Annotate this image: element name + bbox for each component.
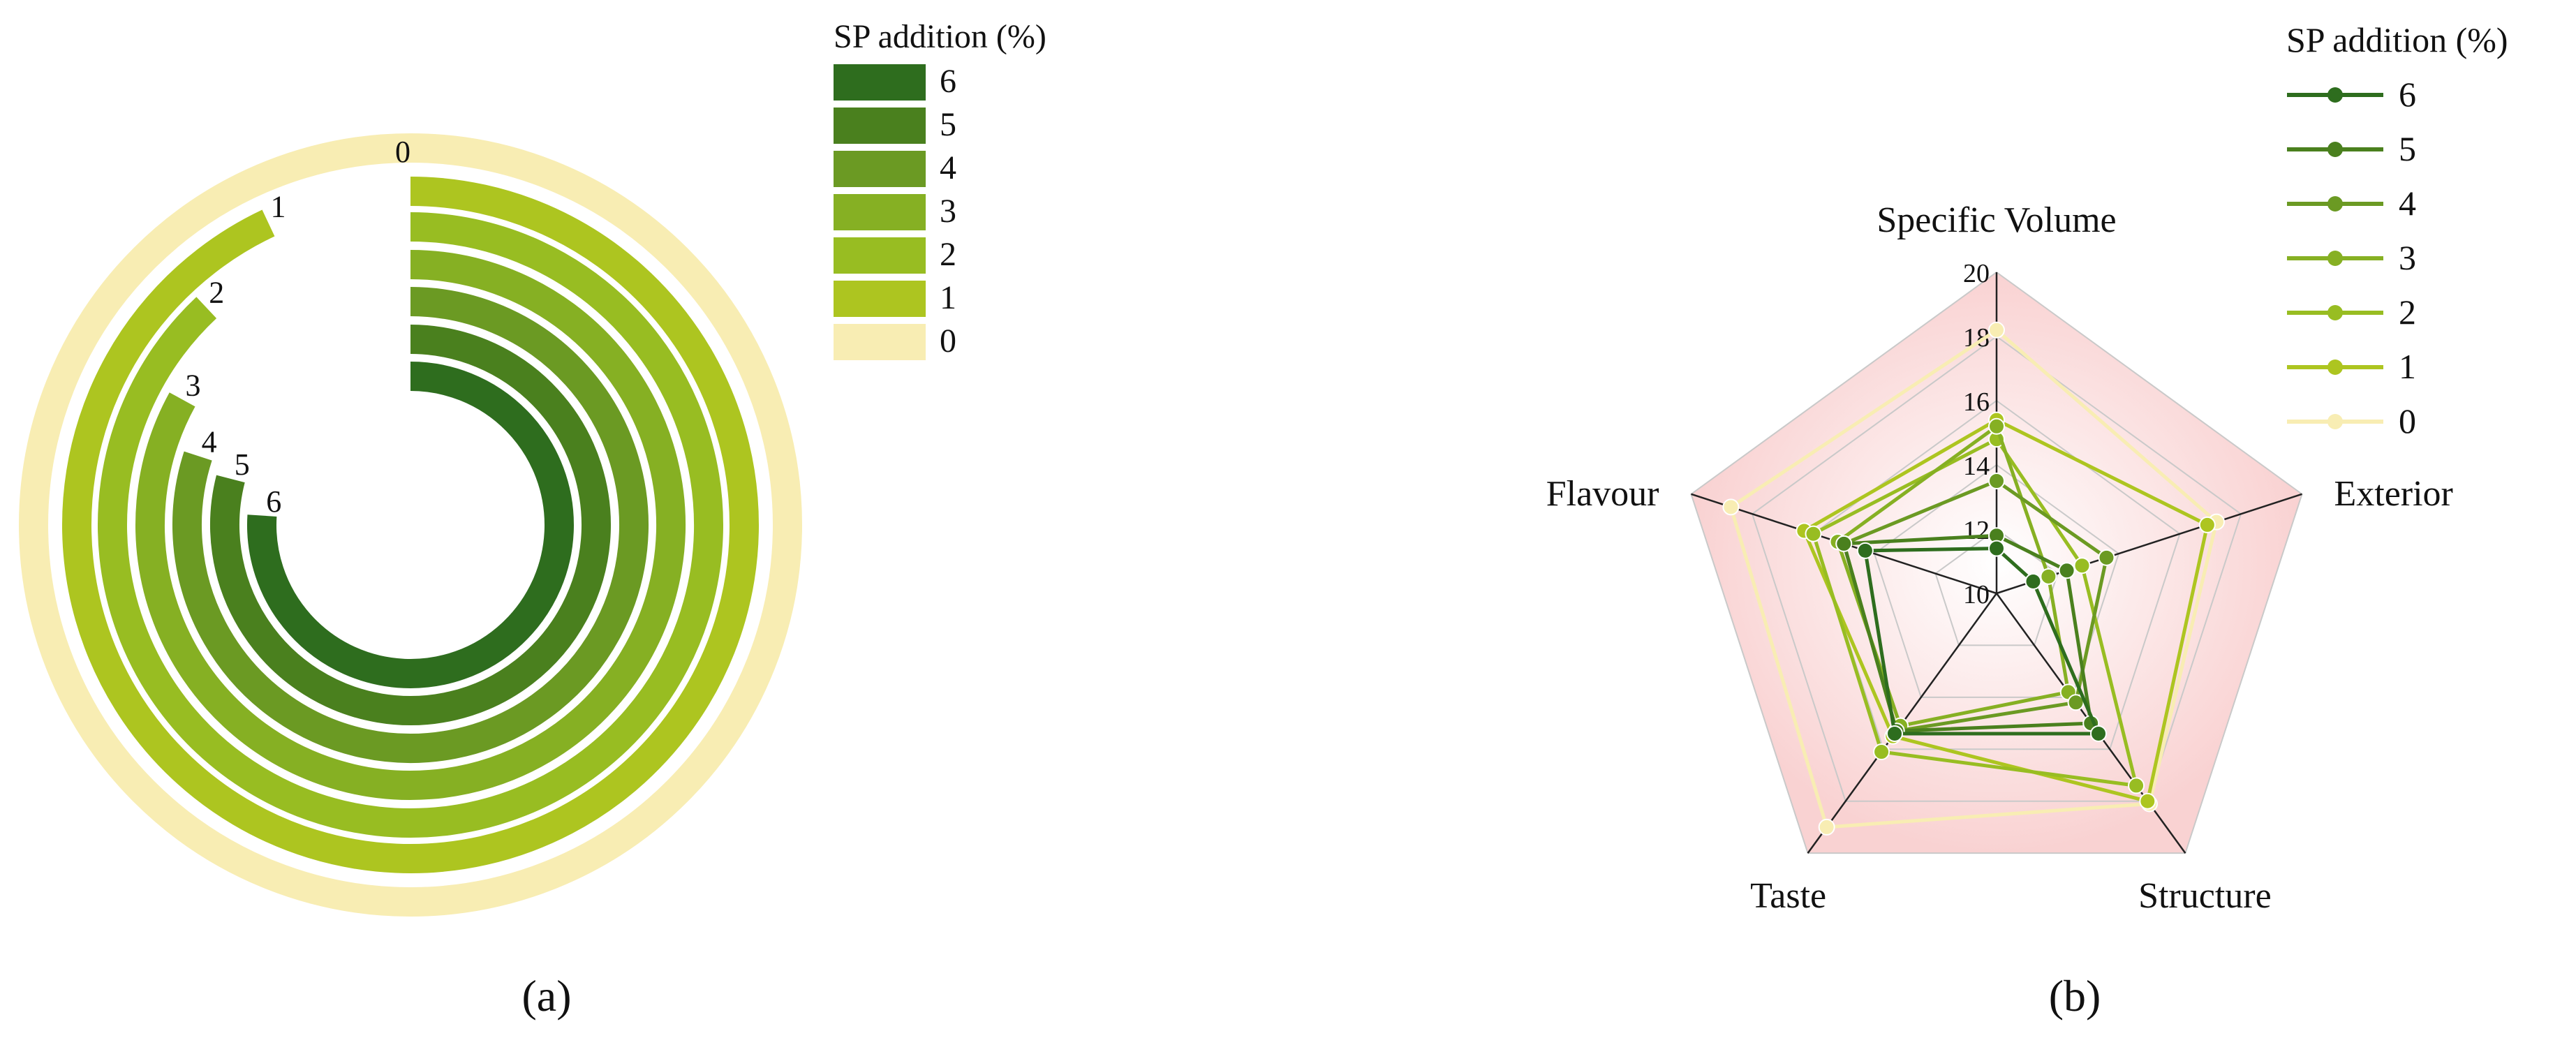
radial-bar-label-2: 2 — [209, 275, 224, 309]
legend-a-swatch-5 — [834, 108, 926, 144]
legend-a-label-6: 6 — [940, 63, 956, 100]
radar-point-3 — [2040, 568, 2057, 585]
radar-point-2 — [2128, 777, 2145, 794]
radar-axis-labels: Specific Volume Exterior Structure Taste Fla… — [1546, 200, 2453, 916]
radial-bar-3 — [135, 250, 686, 800]
radar-tick-label: 20 — [1963, 259, 1990, 288]
legend-b-marker-1 — [2327, 360, 2343, 375]
legend-b-label-3: 3 — [2399, 238, 2416, 277]
panel-label-a: (a) — [521, 971, 571, 1021]
legend-b-marker-4 — [2327, 196, 2343, 212]
legend-b-marker-2 — [2327, 305, 2343, 320]
legend-a-label-3: 3 — [940, 193, 956, 230]
legend-a-label-5: 5 — [940, 106, 956, 143]
radar-axis-label: Flavour — [1546, 474, 1659, 514]
radar-grid-ring — [1934, 528, 2059, 646]
radial-bars — [19, 133, 802, 917]
legend-a-swatch-3 — [834, 194, 926, 230]
legend-b-label-0: 0 — [2399, 401, 2416, 440]
radar-series-5 — [1835, 527, 2100, 740]
legend-a-swatch-0 — [834, 324, 926, 360]
radar-tick-label: 12 — [1963, 516, 1990, 545]
legend-a-swatch-4 — [834, 151, 926, 187]
radar-series — [1722, 321, 2225, 836]
radar-point-2 — [2073, 557, 2091, 575]
legend-a-label-0: 0 — [940, 323, 956, 360]
legend-a: SP addition (%) 6 5 4 3 2 1 0 — [834, 18, 1046, 360]
radar-point-2 — [1805, 525, 1822, 542]
radar-point-0 — [1988, 321, 2005, 339]
legend-a-swatch-1 — [834, 281, 926, 317]
radial-bar-4 — [172, 287, 649, 763]
legend-b-label-4: 4 — [2399, 184, 2416, 223]
radar-point-4 — [2098, 549, 2115, 566]
legend-b-label-1: 1 — [2399, 347, 2416, 386]
radar-grid-ring — [1873, 464, 2120, 698]
radar-point-5 — [2058, 562, 2075, 579]
radial-bar-5 — [210, 325, 611, 725]
legend-a-swatch-6 — [834, 64, 926, 101]
radar-point-1 — [2198, 516, 2216, 533]
radar-series-2 — [1805, 431, 2145, 794]
legend-b-title: SP addition (%) — [2286, 20, 2508, 59]
radar-point-6 — [2090, 725, 2108, 742]
legend-b-marker-3 — [2327, 251, 2343, 266]
radar-point-5 — [1835, 535, 1853, 552]
radar-line-4 — [1842, 479, 2108, 733]
radial-bar-0 — [19, 133, 802, 917]
radar-point-3 — [1988, 417, 2005, 435]
radial-bar-6 — [247, 362, 574, 688]
radial-bar-label-5: 5 — [235, 447, 250, 482]
legend-a-swatch-2 — [834, 237, 926, 274]
radar-point-0 — [1722, 498, 1740, 516]
legend-b-marker-5 — [2327, 142, 2343, 157]
legend-b-marker-6 — [2327, 87, 2343, 103]
radar-point-6 — [2024, 572, 2042, 590]
legend-b: SP addition (%) 6 5 4 3 2 1 0 — [2286, 20, 2508, 440]
radial-bar-label-0: 0 — [395, 135, 410, 169]
radar-series-6 — [1856, 540, 2108, 742]
legend-a-label-1: 1 — [940, 279, 956, 316]
radar-grid-ring — [1751, 335, 2242, 802]
radar-axis-label: Specific Volume — [1877, 200, 2116, 240]
radial-bar-label-3: 3 — [185, 368, 200, 402]
panel-label-b: (b) — [2049, 971, 2101, 1021]
radar-point-2 — [1873, 743, 1890, 761]
legend-a-label-2: 2 — [940, 236, 956, 273]
radar-point-6 — [1886, 725, 1903, 742]
radial-bar-1 — [62, 177, 759, 873]
radial-bar-label-1: 1 — [271, 189, 286, 223]
radar-point-4 — [1988, 473, 2005, 489]
radar-point-1 — [2139, 792, 2156, 810]
radar-axis-label: Taste — [1750, 876, 1826, 916]
legend-a-title: SP addition (%) — [834, 18, 1046, 55]
legend-a-label-4: 4 — [940, 149, 956, 186]
legend-b-label-6: 6 — [2399, 75, 2416, 114]
radial-bar-label-6: 6 — [266, 484, 281, 519]
radar-tick-label: 16 — [1963, 387, 1990, 417]
radar-line-3 — [1836, 424, 2071, 728]
radar-line-0 — [1729, 328, 2219, 829]
legend-b-label-5: 5 — [2399, 129, 2416, 168]
radar-axis-label: Structure — [2138, 876, 2272, 916]
radar-grid-ring — [1812, 399, 2181, 750]
radar-point-6 — [1856, 542, 1874, 559]
radar-grid-ring — [1690, 271, 2303, 854]
radar-tick-label: 10 — [1963, 580, 1990, 609]
radial-bar-2 — [98, 212, 723, 838]
legend-b-marker-0 — [2327, 414, 2343, 429]
legend-b-label-2: 2 — [2399, 292, 2416, 332]
radar-point-0 — [1818, 818, 1835, 836]
radar-line-2 — [1812, 437, 2138, 787]
radar-axis-label: Exterior — [2334, 474, 2452, 514]
radar-line-5 — [1842, 533, 2093, 733]
radar-tick-label: 14 — [1963, 452, 1990, 481]
radar-point-6 — [1988, 540, 2005, 557]
radial-bar-label-4: 4 — [202, 425, 217, 459]
